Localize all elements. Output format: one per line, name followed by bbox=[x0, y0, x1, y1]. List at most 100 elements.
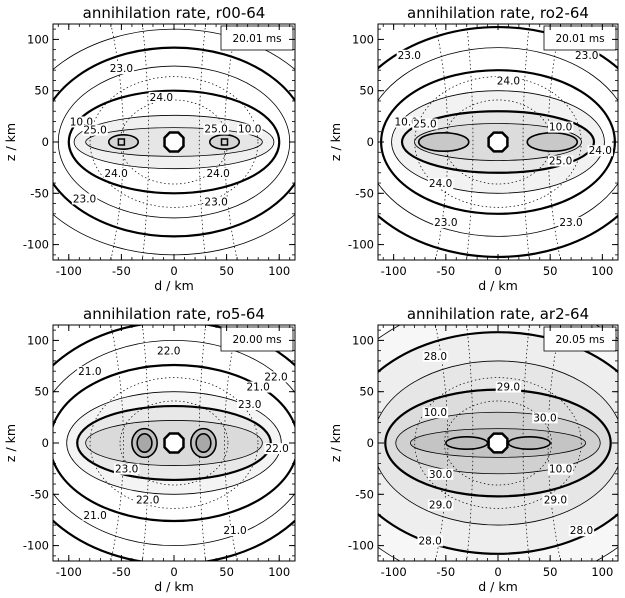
y-tick-label: 0 bbox=[42, 436, 49, 450]
contour-label: 30.0 bbox=[429, 469, 452, 481]
plot-area: 21.022.021.023.022.023.022.021.021.022.0 bbox=[53, 325, 295, 561]
contour-label: 24.0 bbox=[206, 168, 229, 180]
time-label: 20.01 ms bbox=[555, 33, 604, 45]
y-axis-label: z / km bbox=[3, 123, 18, 161]
y-tick-label: 0 bbox=[367, 436, 374, 450]
x-tick-label: 50 bbox=[219, 264, 234, 278]
contour-label: 23.0 bbox=[559, 217, 582, 229]
chart-title: annihilation rate, r00-64 bbox=[83, 4, 266, 22]
plot-area: 23.024.023.010.025.0 10.025.024.024.023.0… bbox=[378, 24, 618, 260]
x-tick-label: -50 bbox=[436, 565, 455, 579]
contour-label: 29.0 bbox=[429, 500, 452, 512]
x-tick-label: 0 bbox=[494, 264, 501, 278]
y-tick-label: 50 bbox=[359, 385, 374, 399]
contour-lobe bbox=[208, 134, 241, 150]
contour-label: 22.0 bbox=[265, 443, 288, 455]
dotted-contour bbox=[89, 76, 259, 208]
contour-label: 29.0 bbox=[497, 382, 520, 394]
contour-label: 25.0 bbox=[83, 125, 106, 137]
central-object bbox=[487, 432, 509, 454]
chart-title: annihilation rate, ro2-64 bbox=[407, 4, 589, 22]
contour-label: 23.0 bbox=[398, 50, 421, 62]
time-box bbox=[543, 25, 617, 51]
y-tick-label: 50 bbox=[34, 385, 49, 399]
contour-label: 22.0 bbox=[136, 494, 159, 506]
y-tick-label: -100 bbox=[23, 539, 49, 553]
contour-label: 30.0 bbox=[533, 412, 556, 424]
time-label: 20.00 ms bbox=[232, 334, 281, 346]
contour-label: 28.0 bbox=[570, 525, 593, 537]
x-tick-label: 0 bbox=[494, 565, 501, 579]
contour-label: 24.0 bbox=[104, 168, 127, 180]
panel-3: 21.022.021.023.022.023.022.021.021.022.0… bbox=[3, 305, 296, 594]
time-box bbox=[220, 25, 294, 51]
x-tick-label: 50 bbox=[543, 565, 558, 579]
y-tick-label: -100 bbox=[23, 238, 49, 252]
contour-label: 28.0 bbox=[424, 351, 447, 363]
y-tick-label: 100 bbox=[27, 32, 49, 46]
y-tick-label: 50 bbox=[34, 84, 49, 98]
y-axis-label: z / km bbox=[328, 424, 343, 462]
y-tick-label: 0 bbox=[42, 135, 49, 149]
dotted-contour bbox=[89, 377, 259, 509]
y-tick-label: -50 bbox=[30, 186, 49, 200]
contour-marker bbox=[117, 138, 126, 146]
contour-label: 21.0 bbox=[83, 510, 106, 522]
x-axis-label: d / km bbox=[154, 579, 194, 594]
panel-2: 23.024.023.010.025.0 10.025.024.024.023.0… bbox=[328, 4, 619, 293]
x-tick-label: 50 bbox=[543, 264, 558, 278]
y-tick-label: 100 bbox=[27, 333, 49, 347]
contour-label: 10.0 bbox=[549, 464, 572, 476]
contour-label: 23.0 bbox=[204, 197, 227, 209]
x-tick-label: 0 bbox=[170, 565, 177, 579]
x-tick-label: -50 bbox=[112, 264, 131, 278]
y-tick-label: 100 bbox=[352, 32, 374, 46]
contour-lobe bbox=[107, 134, 140, 150]
contour-label: 25.0 bbox=[413, 119, 436, 131]
x-tick-label: 100 bbox=[268, 565, 290, 579]
time-box bbox=[543, 326, 617, 352]
y-tick-label: -50 bbox=[355, 186, 374, 200]
contour-label: 23.0 bbox=[110, 63, 133, 75]
x-axis-label: d / km bbox=[478, 278, 518, 293]
contour-label: 22.0 bbox=[157, 346, 180, 358]
contour-label: 10.0 bbox=[238, 124, 261, 136]
contour-label: 10.0 bbox=[549, 122, 572, 134]
y-tick-label: -50 bbox=[355, 487, 374, 501]
dotted-contour bbox=[444, 400, 552, 486]
contour-lobe bbox=[445, 436, 489, 450]
contour-lobe bbox=[136, 432, 153, 454]
contour-label: 24.0 bbox=[589, 145, 612, 157]
x-tick-label: -100 bbox=[56, 264, 82, 278]
x-tick-label: -50 bbox=[112, 565, 131, 579]
contour-label: 23.0 bbox=[434, 217, 457, 229]
plot-area: 28.0 29.0 10.0 30.0 30.0 10.0 29.0 29.0 28.0 28.0 bbox=[378, 325, 618, 561]
x-tick-label: 100 bbox=[268, 264, 290, 278]
y-tick-label: -100 bbox=[348, 539, 374, 553]
x-tick-label: -100 bbox=[56, 565, 82, 579]
contour-label: 24.0 bbox=[150, 92, 173, 104]
chart-title: annihilation rate, ar2-64 bbox=[407, 305, 589, 323]
y-axis-label: z / km bbox=[328, 123, 343, 161]
x-axis-label: d / km bbox=[154, 278, 194, 293]
contour-label: 29.0 bbox=[544, 494, 567, 506]
contour-lobe bbox=[417, 131, 470, 153]
y-tick-label: 100 bbox=[352, 333, 374, 347]
plot-area: 23.024.010.025.0 25.0 10.024.0 24.023.0 23.0 bbox=[53, 24, 295, 260]
y-tick-label: -100 bbox=[348, 238, 374, 252]
contour-label: 24.0 bbox=[429, 178, 452, 190]
x-tick-label: 100 bbox=[591, 565, 613, 579]
x-tick-label: 0 bbox=[170, 264, 177, 278]
contour-label: 22.0 bbox=[264, 371, 287, 383]
contour-label: 24.0 bbox=[497, 75, 520, 87]
time-box bbox=[220, 326, 294, 352]
contour-label: 23.0 bbox=[73, 193, 96, 205]
panel-1: 23.024.010.025.0 25.0 10.024.0 24.023.0 23.0… bbox=[3, 4, 296, 293]
contour-label: 23.0 bbox=[115, 464, 138, 476]
y-axis-label: z / km bbox=[3, 424, 18, 462]
x-tick-label: 100 bbox=[591, 264, 613, 278]
contour-lobe bbox=[195, 432, 212, 454]
y-tick-label: -50 bbox=[30, 487, 49, 501]
central-object bbox=[163, 432, 185, 454]
x-tick-label: -100 bbox=[381, 565, 407, 579]
